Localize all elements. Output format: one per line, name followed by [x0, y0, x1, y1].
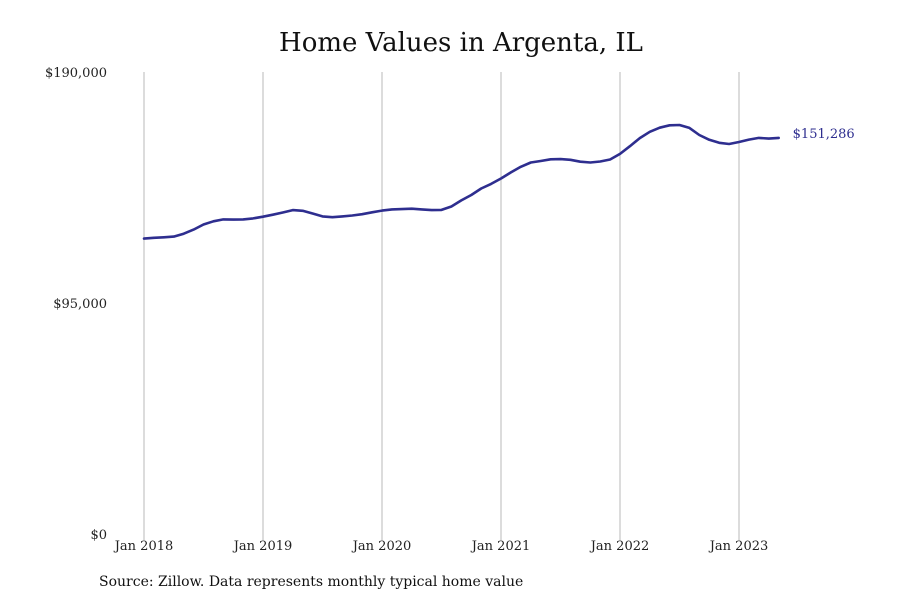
- x-tick-label: Jan 2023: [708, 539, 769, 554]
- chart-title: Home Values in Argenta, IL: [279, 28, 643, 58]
- y-tick-label: $190,000: [45, 66, 107, 81]
- series-line-0: [142, 123, 781, 240]
- x-tick-label: Jan 2019: [232, 539, 293, 554]
- end-value-label: $151,286: [793, 127, 855, 142]
- gridlines: [143, 72, 740, 540]
- series-layer: $151,286: [142, 123, 855, 240]
- x-axis-ticks: Jan 2018 Jan 2019 Jan 2020 Jan 2021 Jan 2022…: [113, 539, 769, 554]
- x-tick-label: Jan 2021: [470, 539, 531, 554]
- y-tick-label: $0: [90, 528, 107, 543]
- source-note: Source: Zillow. Data represents monthly …: [99, 574, 523, 590]
- x-tick-label: Jan 2018: [113, 539, 174, 554]
- x-tick-label: Jan 2022: [589, 539, 650, 554]
- y-axis-ticks: $0 $95,000 $190,000: [45, 66, 107, 543]
- y-tick-label: $95,000: [53, 297, 107, 312]
- x-tick-label: Jan 2020: [351, 539, 412, 554]
